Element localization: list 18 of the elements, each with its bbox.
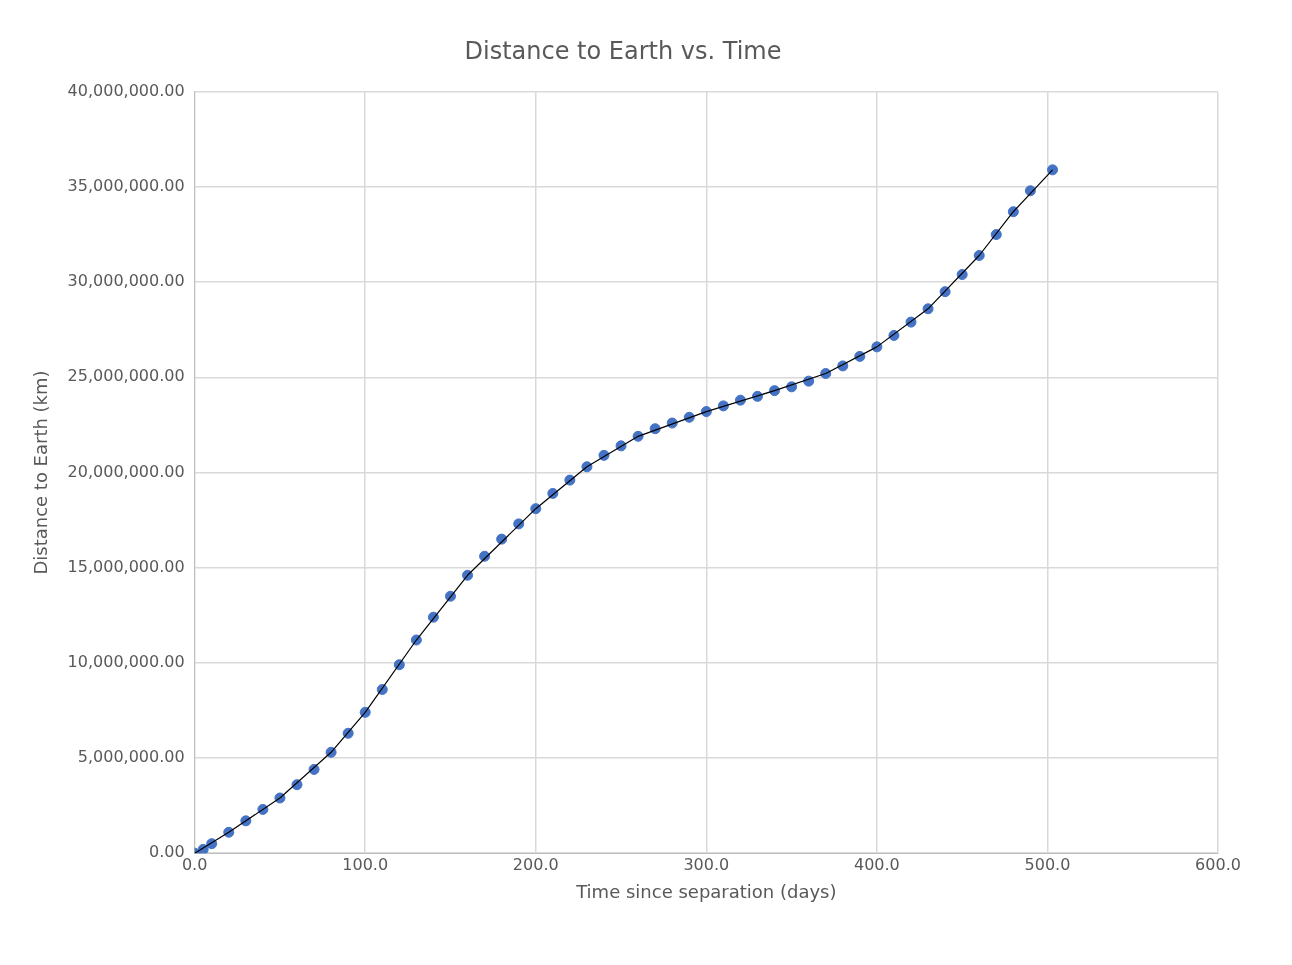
x-tick-label: 500.0 [1024,854,1071,874]
y-tick-label: 40,000,000.00 [67,80,185,100]
y-tick-label: 15,000,000.00 [67,556,185,576]
x-tick-label: 400.0 [853,854,900,874]
x-tick-label: 100.0 [342,854,389,874]
y-tick-label: 25,000,000.00 [67,366,185,386]
y-tick-label: 30,000,000.00 [67,271,185,291]
y-tick-label: 10,000,000.00 [67,652,185,672]
y-tick-label: 35,000,000.00 [67,176,185,196]
x-axis-title: Time since separation (days) [575,880,837,902]
y-tick-label: 5,000,000.00 [77,747,185,767]
y-axis-title: Distance to Earth (km) [30,370,52,575]
point [1047,164,1059,176]
x-tick-label: 600.0 [1195,854,1241,874]
y-tick-label: 20,000,000.00 [67,461,185,481]
x-tick-label: 300.0 [683,854,730,874]
x-tick-label: 200.0 [512,854,559,874]
chart-title: Distance to Earth vs. Time [464,36,782,65]
